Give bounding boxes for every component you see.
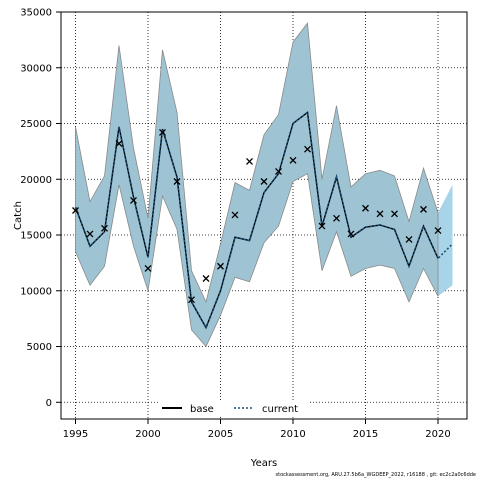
x-tick-label-2015: 2015 bbox=[353, 429, 378, 440]
y-tick-label-15000: 15000 bbox=[20, 231, 52, 242]
y-tick-label-5000: 5000 bbox=[27, 342, 52, 353]
series-lines bbox=[74, 110, 454, 330]
footer-attribution: stockassessment.org, ARU.27.5b6a_WGDEEP_… bbox=[275, 472, 476, 478]
y-tick-label-20000: 20000 bbox=[20, 175, 52, 186]
observed-marker-2014 bbox=[347, 230, 355, 238]
line-base bbox=[74, 111, 439, 330]
x-tick-label-2010: 2010 bbox=[280, 429, 305, 440]
observed-marker-2009 bbox=[275, 167, 282, 175]
observed-marker-2011 bbox=[304, 145, 311, 153]
observed-marker-2012 bbox=[318, 222, 326, 230]
observed-marker-1998 bbox=[115, 140, 123, 148]
line-current bbox=[74, 110, 454, 330]
legend-label-current: current bbox=[262, 404, 298, 415]
x-tick-label-2020: 2020 bbox=[425, 429, 450, 440]
observed-marker-2016 bbox=[376, 210, 384, 218]
observed-marker-1999 bbox=[130, 196, 137, 204]
observed-marker-1997 bbox=[101, 224, 108, 232]
observed-markers bbox=[72, 128, 442, 304]
observed-marker-2018 bbox=[405, 236, 413, 243]
band-base bbox=[75, 22, 439, 348]
y-tick-label-10000: 10000 bbox=[20, 286, 52, 297]
x-tick-label-1995: 1995 bbox=[63, 429, 88, 440]
observed-marker-2002 bbox=[173, 178, 181, 185]
observed-marker-2006 bbox=[231, 211, 239, 219]
observed-marker-2004 bbox=[202, 275, 210, 282]
observed-marker-2017 bbox=[391, 210, 398, 218]
legend-label-base: base bbox=[190, 404, 214, 415]
observed-marker-2007 bbox=[246, 157, 253, 165]
grid bbox=[61, 11, 467, 419]
y-tick-label-30000: 30000 bbox=[20, 63, 52, 74]
axis-ticks: 1995 2000 2005 2010 2015 2020 0 5000 10000 15000 2… bbox=[20, 8, 451, 441]
y-tick-label-35000: 35000 bbox=[20, 8, 52, 19]
confidence-bands bbox=[75, 22, 453, 348]
observed-marker-1996 bbox=[86, 230, 94, 238]
observed-marker-2005 bbox=[217, 262, 224, 270]
y-tick-label-25000: 25000 bbox=[20, 119, 52, 130]
y-tick-label-0: 0 bbox=[46, 398, 52, 409]
observed-marker-2019 bbox=[420, 205, 427, 213]
observed-marker-2020 bbox=[434, 227, 442, 235]
x-axis-title: Years bbox=[250, 458, 277, 469]
observed-marker-2003 bbox=[188, 296, 195, 304]
observed-marker-2008 bbox=[260, 178, 268, 185]
observed-marker-2001 bbox=[159, 128, 166, 136]
y-axis-title: Catch bbox=[13, 201, 24, 230]
observed-marker-2013 bbox=[333, 214, 340, 222]
x-tick-label-2005: 2005 bbox=[208, 429, 233, 440]
observed-marker-1995 bbox=[72, 207, 79, 214]
observed-marker-2000 bbox=[144, 265, 152, 272]
plot-frame bbox=[60, 11, 468, 420]
observed-marker-2010 bbox=[289, 156, 297, 164]
observed-marker-2015 bbox=[362, 204, 369, 212]
legend: base current bbox=[158, 400, 308, 417]
x-tick-label-2000: 2000 bbox=[135, 429, 160, 440]
legend-background bbox=[158, 400, 308, 417]
